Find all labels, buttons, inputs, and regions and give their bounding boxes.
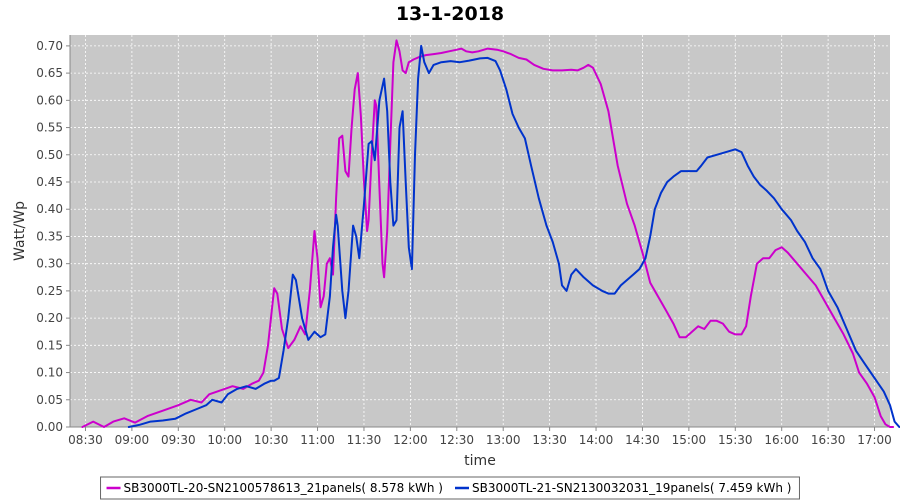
- y-tick-label: 0.25: [36, 284, 63, 298]
- x-tick-label: 15:30: [718, 433, 753, 447]
- y-tick-label: 0.30: [36, 257, 63, 271]
- y-tick-label: 0.00: [36, 420, 63, 434]
- x-tick-label: 13:00: [486, 433, 521, 447]
- y-tick-label: 0.65: [36, 66, 63, 80]
- x-tick-label: 12:00: [393, 433, 428, 447]
- y-axis: 0.00 0.05 0.10 0.15 0.20 0.25 0.30 0.35 0.40 0.45…: [36, 35, 71, 434]
- y-tick-label: 0.40: [36, 202, 63, 216]
- y-tick-label: 0.05: [36, 393, 63, 407]
- y-tick-label: 0.35: [36, 229, 63, 243]
- x-tick-label: 09:00: [115, 433, 150, 447]
- legend-item-1: SB3000TL-20-SN2100578613_21panels( 8.578…: [106, 481, 443, 495]
- x-tick-label: 14:00: [579, 433, 614, 447]
- x-tick-label: 16:30: [811, 433, 846, 447]
- legend: SB3000TL-20-SN2100578613_21panels( 8.578…: [100, 476, 800, 500]
- x-tick-label: 10:00: [207, 433, 242, 447]
- x-tick-label: 16:00: [764, 433, 799, 447]
- legend-label: SB3000TL-21-SN2130032031_19panels( 7.459…: [472, 481, 791, 495]
- x-axis: 08:30 09:00 09:30 10:00 10:30 11:00 11:30 12:00…: [68, 426, 892, 447]
- y-tick-label: 0.20: [36, 311, 63, 325]
- x-tick-label: 13:30: [532, 433, 567, 447]
- x-tick-label: 11:00: [300, 433, 335, 447]
- y-tick-label: 0.60: [36, 93, 63, 107]
- y-tick-label: 0.10: [36, 366, 63, 380]
- x-tick-label: 14:30: [625, 433, 660, 447]
- x-tick-label: 09:30: [161, 433, 196, 447]
- x-tick-label: 08:30: [68, 433, 103, 447]
- y-tick-label: 0.70: [36, 39, 63, 53]
- x-tick-label: 15:00: [672, 433, 707, 447]
- grid: [70, 35, 890, 428]
- x-axis-label: time: [464, 453, 496, 469]
- plot-background: [70, 35, 890, 427]
- x-tick-label: 17:00: [857, 433, 892, 447]
- y-tick-label: 0.55: [36, 121, 63, 135]
- series-line-1: [81, 39, 895, 428]
- y-tick-label: 0.50: [36, 148, 63, 162]
- series-line-2: [127, 44, 900, 428]
- y-axis-label: Watt/Wp: [12, 201, 28, 261]
- y-tick-label: 0.15: [36, 338, 63, 352]
- legend-item-2: SB3000TL-21-SN2130032031_19panels( 7.459…: [455, 481, 791, 495]
- series-lines: [81, 39, 900, 428]
- chart-title: 13-1-2018: [396, 3, 504, 25]
- x-tick-label: 10:30: [254, 433, 289, 447]
- x-tick-label: 12:30: [439, 433, 474, 447]
- y-tick-label: 0.45: [36, 175, 63, 189]
- legend-box: [100, 476, 800, 500]
- legend-label: SB3000TL-20-SN2100578613_21panels( 8.578…: [124, 481, 443, 495]
- x-tick-label: 11:30: [347, 433, 382, 447]
